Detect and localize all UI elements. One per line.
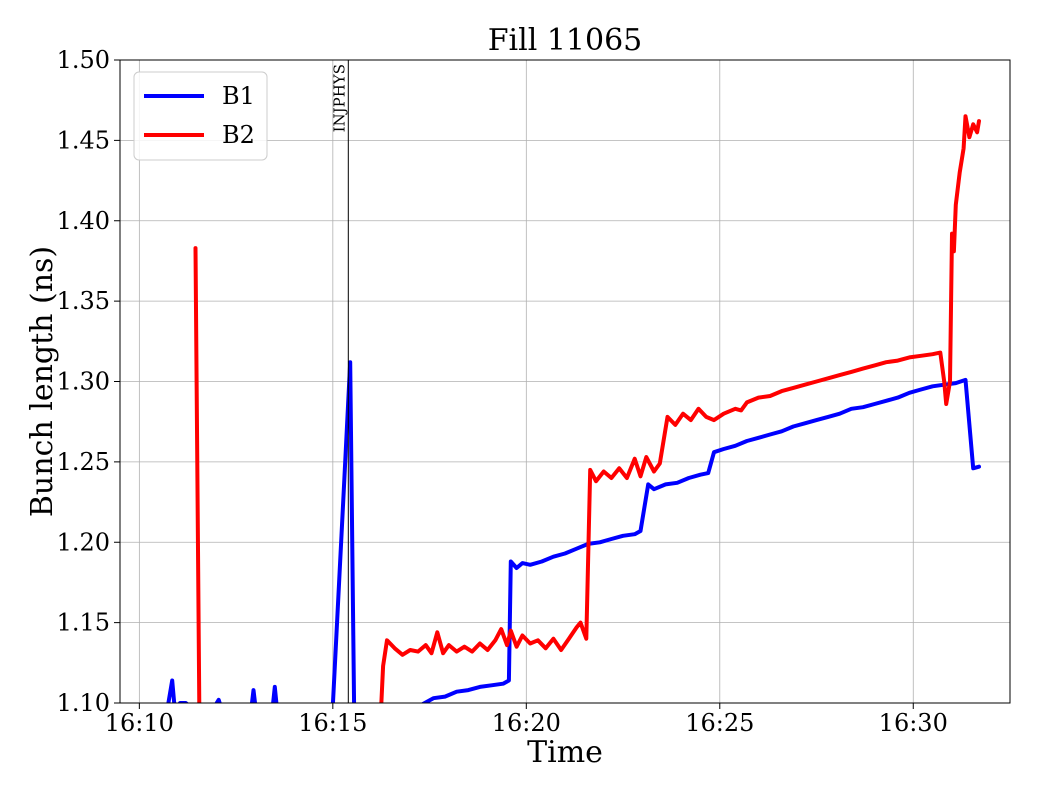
x-axis-label: Time — [527, 735, 603, 770]
y-tick-label: 1.25 — [57, 448, 110, 476]
x-tick-label: 16:20 — [492, 709, 561, 737]
y-axis-label: Bunch length (ns) — [25, 246, 60, 517]
x-tick-label: 16:10 — [105, 709, 174, 737]
chart-title: Fill 11065 — [488, 23, 643, 58]
y-tick-label: 1.20 — [57, 528, 110, 556]
x-tick-label: 16:30 — [879, 709, 948, 737]
legend-label-b1: B1 — [222, 82, 255, 110]
series-line-b2 — [193, 114, 981, 703]
annotation-label: INJPHYS — [330, 64, 348, 132]
x-tick-label: 16:25 — [685, 709, 754, 737]
x-axis: 16:10 16:15 16:20 16:25 16:30 — [105, 703, 948, 737]
y-tick-label: 1.15 — [57, 609, 110, 637]
legend-label-b2: B2 — [222, 121, 255, 149]
series-line-b1 — [166, 360, 981, 703]
annotations: INJPHYS — [330, 60, 349, 703]
y-tick-label: 1.40 — [57, 207, 110, 235]
y-tick-label: 1.30 — [57, 368, 110, 396]
x-tick-label: 16:15 — [298, 709, 367, 737]
y-tick-label: 1.35 — [57, 287, 110, 315]
y-tick-label: 1.45 — [57, 126, 110, 154]
y-axis: 1.10 1.15 1.20 1.25 1.30 1.35 1.40 1.45 1.50 — [57, 46, 120, 717]
plot-lines — [166, 114, 981, 703]
y-tick-label: 1.50 — [57, 46, 110, 74]
y-tick-label: 1.10 — [57, 689, 110, 717]
